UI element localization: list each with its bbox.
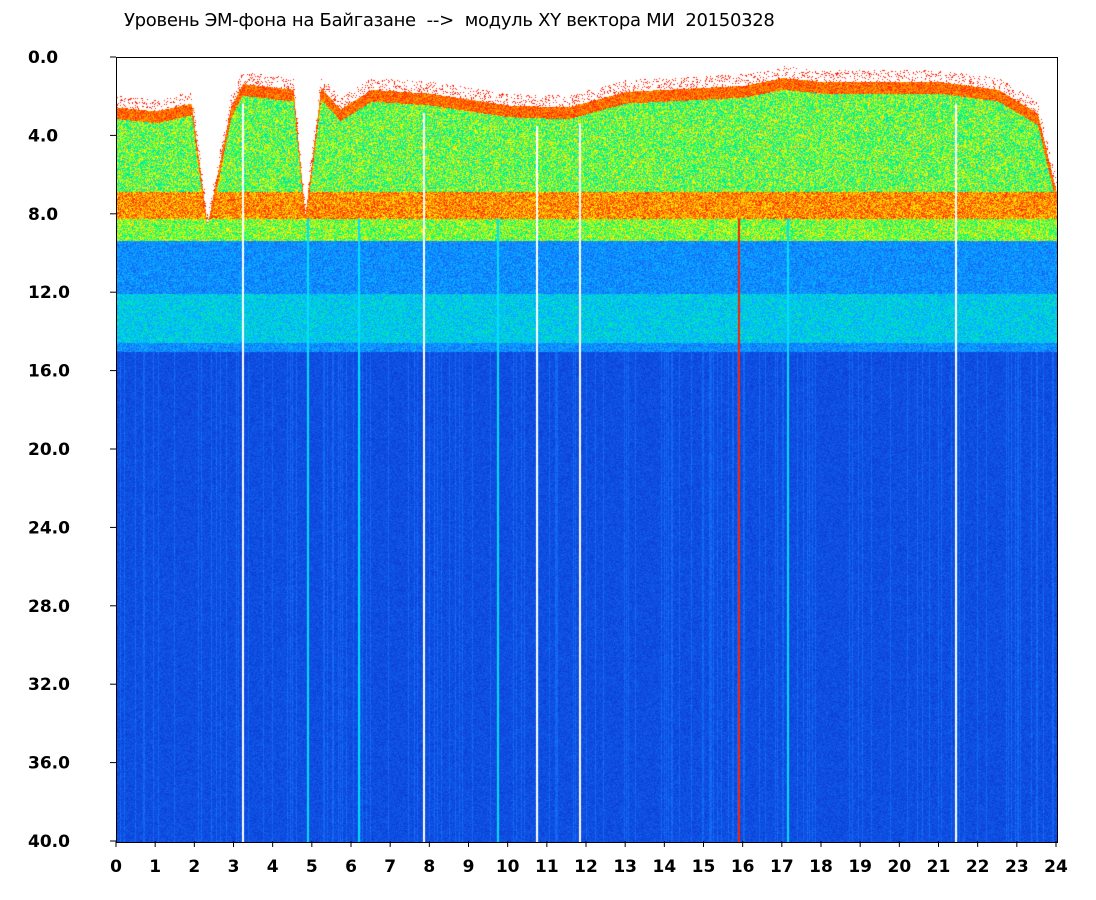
y-tick-label: 16.0	[28, 362, 70, 382]
x-tick-label: 10	[496, 857, 520, 877]
y-tick-label: 4.0	[28, 126, 58, 146]
x-tick-label: 15	[692, 857, 716, 877]
x-tick-label: 21	[927, 857, 951, 877]
y-tick-label: 36.0	[28, 754, 70, 774]
y-tick-label: 32.0	[28, 675, 70, 695]
y-tick-label: 20.0	[28, 440, 70, 460]
x-tick-label: 16	[731, 857, 755, 877]
x-tick-label: 6	[345, 857, 357, 877]
y-tick-label: 28.0	[28, 597, 70, 617]
x-tick-label: 0	[110, 857, 122, 877]
x-tick-label: 20	[887, 857, 911, 877]
x-tick-label: 5	[306, 857, 318, 877]
plot-area	[116, 57, 1058, 843]
x-tick-label: 23	[1005, 857, 1029, 877]
chart-title: Уровень ЭМ-фона на Байгазане --> модуль …	[124, 10, 775, 31]
y-tick-label: 8.0	[28, 205, 58, 225]
x-tick-label: 2	[188, 857, 200, 877]
x-tick-label: 8	[423, 857, 435, 877]
x-tick-label: 18	[809, 857, 833, 877]
y-tick-label: 24.0	[28, 518, 70, 538]
x-tick-label: 12	[574, 857, 598, 877]
x-tick-label: 24	[1044, 857, 1068, 877]
y-tick-label: 40.0	[28, 832, 70, 852]
y-tick-label: 12.0	[28, 283, 70, 303]
x-tick-label: 14	[652, 857, 676, 877]
x-tick-label: 13	[613, 857, 637, 877]
x-tick-label: 4	[267, 857, 279, 877]
x-tick-label: 1	[149, 857, 161, 877]
x-tick-label: 22	[966, 857, 990, 877]
y-tick-label: 0.0	[28, 48, 58, 68]
x-tick-label: 19	[848, 857, 872, 877]
x-tick-label: 3	[228, 857, 240, 877]
x-tick-label: 9	[463, 857, 475, 877]
x-tick-label: 17	[770, 857, 794, 877]
heatmap-image	[117, 58, 1057, 842]
x-tick-label: 11	[535, 857, 559, 877]
x-tick-label: 7	[384, 857, 396, 877]
